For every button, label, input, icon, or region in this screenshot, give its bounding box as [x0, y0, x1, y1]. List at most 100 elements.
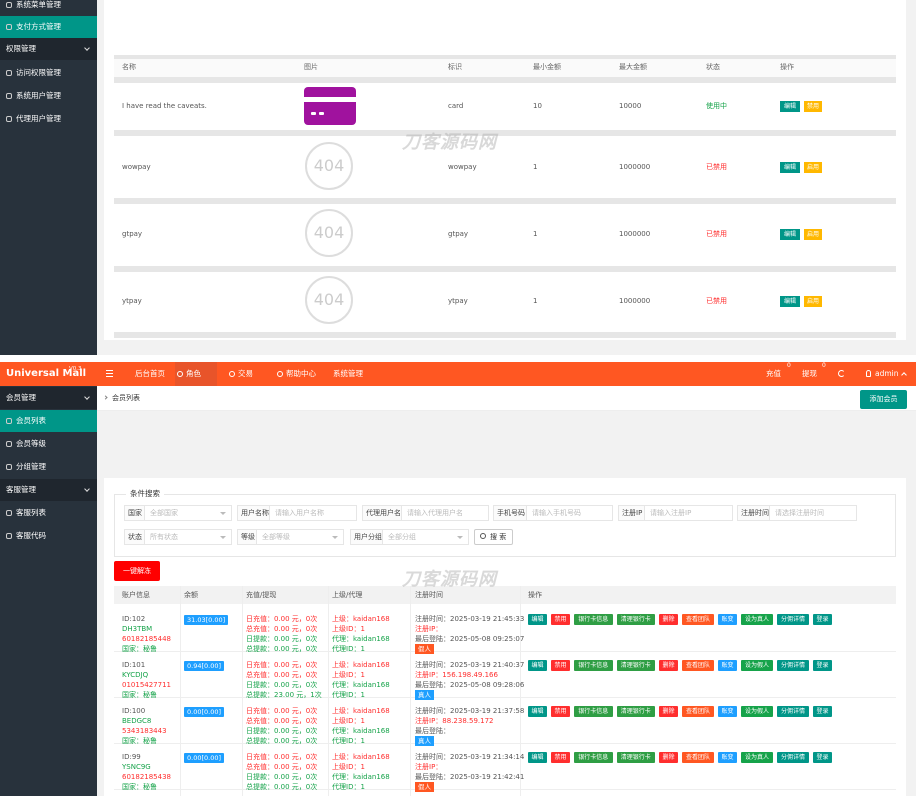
input[interactable] — [401, 505, 489, 521]
action-button[interactable]: 分佣详情 — [777, 706, 809, 717]
action-button[interactable]: 设为假人 — [741, 660, 773, 671]
action-button[interactable]: 查看团队 — [682, 614, 714, 625]
nav-item[interactable]: 角色 — [186, 369, 201, 378]
sidebar-item[interactable]: 访问权限管理 — [16, 68, 61, 77]
action-button[interactable]: 禁用 — [551, 614, 570, 625]
action-button[interactable]: 银行卡信息 — [574, 660, 613, 671]
action-button[interactable]: 银行卡信息 — [574, 706, 613, 717]
sidebar-item[interactable]: 客服管理 — [6, 485, 36, 494]
account-line: 5343183443 — [122, 727, 167, 735]
action-button[interactable]: 查看团队 — [682, 706, 714, 717]
edit-button[interactable]: 编辑 — [780, 162, 800, 173]
action-button[interactable]: 编辑 — [528, 706, 547, 717]
sidebar-item[interactable]: 会员等级 — [16, 439, 46, 448]
action-button[interactable]: 登录 — [813, 752, 832, 763]
action-button[interactable]: 登录 — [813, 614, 832, 625]
column-divider — [410, 586, 411, 796]
sidebar-item[interactable]: 代理用户管理 — [16, 114, 61, 123]
select[interactable] — [256, 529, 344, 545]
action-button[interactable]: 账变 — [718, 614, 737, 625]
action-button[interactable]: 账变 — [718, 660, 737, 671]
action-button[interactable]: 禁用 — [551, 660, 570, 671]
action-button[interactable]: 禁用 — [551, 706, 570, 717]
finance-line: 总提款：0.00 元，0次 — [246, 783, 318, 791]
action-button[interactable]: 编辑 — [528, 660, 547, 671]
sidebar-item[interactable]: 客服列表 — [16, 508, 46, 517]
refresh-icon[interactable] — [838, 370, 845, 377]
action-button[interactable]: 设为假人 — [741, 706, 773, 717]
withdraw[interactable]: 提现 — [802, 369, 817, 378]
action-button[interactable]: 编辑 — [528, 752, 547, 763]
action-button[interactable]: 银行卡信息 — [574, 752, 613, 763]
table-header: 注册时间 — [415, 591, 443, 599]
action-button[interactable]: 分佣详情 — [777, 752, 809, 763]
action-button[interactable]: 编辑 — [528, 614, 547, 625]
action-button[interactable]: 删除 — [659, 614, 678, 625]
input[interactable] — [269, 505, 357, 521]
search-fieldset — [114, 494, 896, 557]
search-button[interactable] — [474, 529, 513, 545]
input[interactable] — [644, 505, 733, 521]
select[interactable] — [144, 505, 232, 521]
action-button[interactable]: 分佣详情 — [777, 660, 809, 671]
select[interactable] — [382, 529, 469, 545]
account-line: ID:101 — [122, 661, 146, 669]
register-line: 最后登陆： — [415, 727, 450, 735]
action-button[interactable]: 查看团队 — [682, 660, 714, 671]
breadcrumb: 会员列表 — [112, 394, 140, 402]
user-name[interactable]: admin — [875, 369, 899, 378]
sidebar-item[interactable]: 客服代码 — [16, 531, 46, 540]
toggle-button[interactable]: 启用 — [804, 229, 822, 240]
add-member-button[interactable]: 添加会员 — [860, 390, 907, 409]
action-button[interactable]: 登录 — [813, 706, 832, 717]
top-bar — [0, 362, 916, 386]
action-button[interactable]: 账变 — [718, 706, 737, 717]
edit-button[interactable]: 编辑 — [780, 229, 800, 240]
menu-icon-line — [106, 376, 113, 377]
nav-item[interactable]: 交易 — [238, 369, 253, 378]
action-button[interactable]: 删除 — [659, 752, 678, 763]
nav-item[interactable]: 帮助中心 — [286, 369, 316, 378]
input[interactable] — [769, 505, 857, 521]
edit-button[interactable]: 编辑 — [780, 296, 800, 307]
min-amount: 1 — [533, 230, 538, 238]
recharge[interactable]: 充值 — [766, 369, 781, 378]
sidebar-item[interactable]: 分组管理 — [16, 462, 46, 471]
nav-item[interactable]: 后台首页 — [135, 369, 165, 378]
sidebar-item[interactable]: 权限管理 — [6, 44, 36, 53]
action-button[interactable]: 设为真人 — [741, 614, 773, 625]
toggle-button[interactable]: 启用 — [804, 296, 822, 307]
account-line: 国家：秘鲁 — [122, 783, 157, 791]
toggle-button[interactable]: 禁用 — [804, 101, 822, 112]
action-button[interactable]: 账变 — [718, 752, 737, 763]
finance-line: 日提款：0.00 元，0次 — [246, 635, 318, 643]
table-header-bg — [114, 59, 896, 77]
edit-button[interactable]: 编辑 — [780, 101, 800, 112]
action-button[interactable]: 银行卡信息 — [574, 614, 613, 625]
action-button[interactable]: 清理银行卡 — [616, 706, 655, 717]
nav-item[interactable]: 系统管理 — [333, 369, 363, 378]
action-button[interactable]: 分佣详情 — [777, 614, 809, 625]
sidebar-item[interactable]: 支付方式管理 — [16, 22, 61, 31]
max-amount: 1000000 — [619, 297, 651, 305]
toggle-button[interactable]: 启用 — [804, 162, 822, 173]
max-amount: 1000000 — [619, 230, 651, 238]
sidebar-item[interactable]: 会员列表 — [16, 416, 46, 425]
menu-icon-line — [106, 370, 113, 371]
action-button[interactable]: 删除 — [659, 660, 678, 671]
action-button[interactable]: 禁用 — [551, 752, 570, 763]
input[interactable] — [526, 505, 613, 521]
action-button[interactable]: 登录 — [813, 660, 832, 671]
unfreeze-button[interactable]: 一键解冻 — [114, 561, 160, 581]
action-button[interactable]: 清理银行卡 — [616, 752, 655, 763]
sidebar-item[interactable]: 系统菜单管理 — [16, 0, 61, 9]
action-button[interactable]: 查看团队 — [682, 752, 714, 763]
action-button[interactable]: 清理银行卡 — [616, 660, 655, 671]
select[interactable] — [144, 529, 232, 545]
sidebar-item[interactable]: 会员管理 — [6, 393, 36, 402]
upline-line: 代理ID：1 — [332, 783, 365, 791]
action-button[interactable]: 清理银行卡 — [616, 614, 655, 625]
sidebar-item[interactable]: 系统用户管理 — [16, 91, 61, 100]
action-button[interactable]: 删除 — [659, 706, 678, 717]
action-button[interactable]: 设为真人 — [741, 752, 773, 763]
